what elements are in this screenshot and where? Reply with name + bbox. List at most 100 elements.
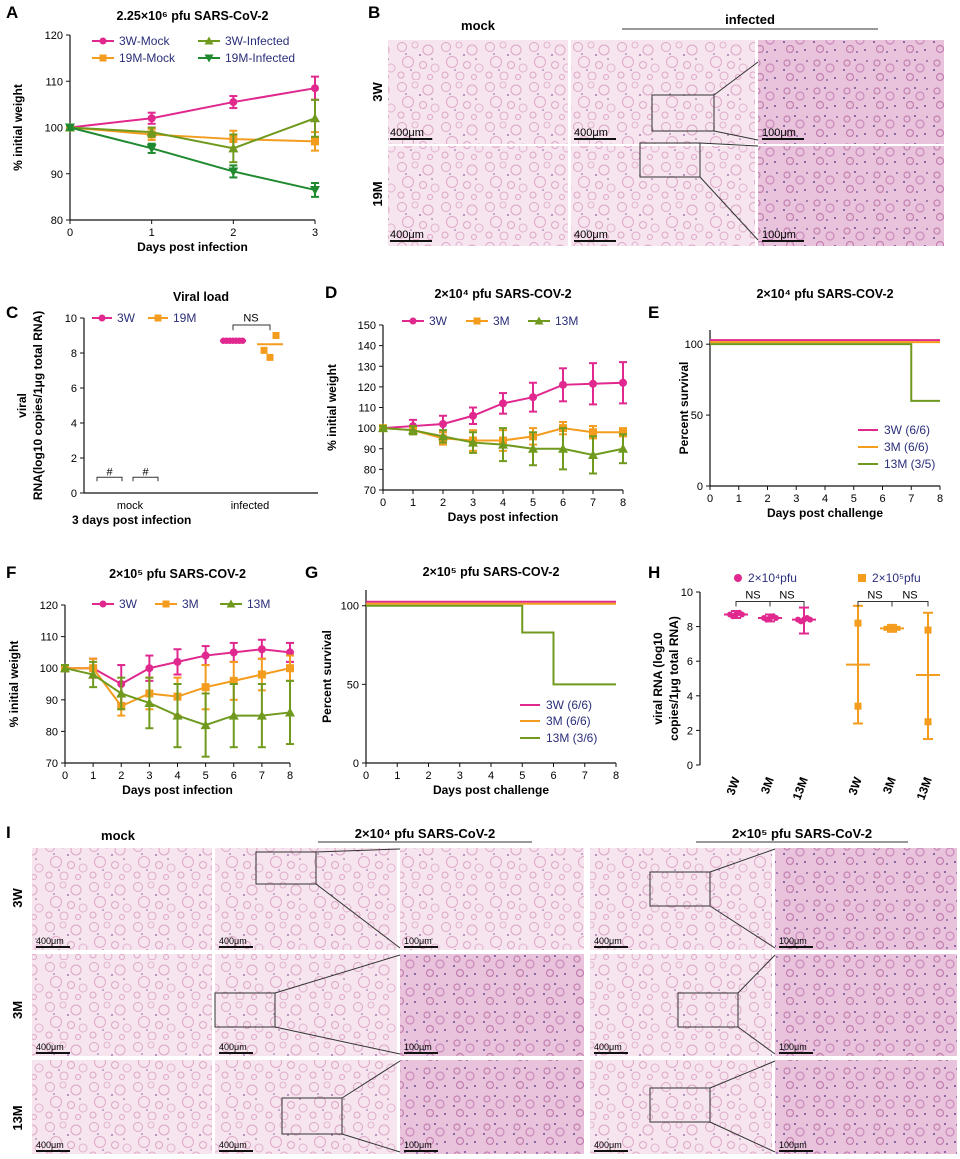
legend-label: 13M: [555, 314, 578, 328]
y-tick-label: 150: [358, 320, 376, 332]
data-point: [589, 428, 597, 437]
x-tick-label: 0: [62, 770, 68, 782]
y-axis-label: % initial weight: [11, 84, 25, 171]
legend-label: 3W-Infected: [225, 34, 289, 48]
x-tick-label: 0: [363, 770, 369, 782]
i-image-3w-dose2-zoom: [775, 848, 957, 950]
x-tick-label: 0: [707, 493, 713, 505]
i-zoom-line: [709, 1060, 776, 1089]
y-axis-label: RNA(log10 copies/1μg total RNA): [31, 311, 45, 500]
x-tick-label: 3: [457, 770, 463, 782]
x-tick-label: 4: [174, 770, 180, 782]
data-point: [173, 657, 182, 666]
y-tick-label: 0: [687, 760, 693, 772]
data-point: [272, 332, 280, 339]
data-point: [924, 626, 932, 634]
data-point: [310, 113, 320, 123]
x-tick-label: 7: [590, 497, 596, 509]
legend-label: 3W: [119, 597, 138, 611]
panel-label-b: B: [368, 3, 380, 22]
i-scale-bar: [594, 946, 628, 948]
data-point: [88, 669, 99, 679]
x-tick-label: 2: [440, 497, 446, 509]
y-tick-label: 8: [71, 348, 77, 360]
i-image-3w-dose1-zoom: [400, 848, 584, 950]
i-scale-bar: [779, 946, 813, 948]
y-axis-label: viral: [15, 393, 29, 418]
legend-marker: [98, 314, 106, 322]
b-scale-bar: [762, 240, 804, 242]
x-category-label: 3M: [758, 775, 777, 795]
nd-marker: #: [106, 466, 113, 478]
data-point: [65, 123, 75, 133]
x-tick-label: 8: [613, 770, 619, 782]
y-tick-label: 120: [358, 382, 376, 394]
i-scale-bar: [779, 1052, 813, 1054]
data-point: [558, 443, 568, 453]
y-tick-label: 90: [364, 444, 376, 456]
x-category-label: 3M: [880, 775, 899, 795]
data-point: [499, 399, 507, 408]
b-image-19m-infected-zoom: [758, 146, 944, 246]
x-tick-label: 1: [410, 497, 416, 509]
data-point: [228, 143, 239, 153]
i-row-label-3w: 3W: [10, 888, 25, 908]
data-point: [469, 411, 477, 420]
chart-title: 2×10⁴ pfu SARS-COV-2: [756, 287, 893, 301]
x-tick-label: 5: [851, 493, 857, 505]
nd-bracket: [96, 476, 123, 482]
i-row-label-13m: 13M: [10, 1105, 25, 1130]
y-tick-label: 8: [687, 622, 693, 634]
b-scale-bar: [390, 240, 432, 242]
legend-marker: [204, 54, 214, 63]
x-tick-label: 5: [530, 497, 536, 509]
i-scale-text: 100μm: [404, 1140, 432, 1150]
ns-label: NS: [902, 590, 917, 602]
x-tick-label: 2: [764, 493, 770, 505]
b-image-3w-infected: [571, 40, 755, 144]
x-axis-label: Days post challenge: [433, 783, 549, 797]
x-tick-label: 5: [203, 770, 209, 782]
legend-marker: [473, 317, 481, 325]
data-point: [589, 379, 597, 388]
i-scale-text: 400μm: [219, 1140, 247, 1150]
data-point: [144, 697, 155, 707]
x-axis-label: Days post challenge: [767, 506, 883, 520]
b-scale-text: 400μm: [574, 229, 608, 241]
ns-bracket: [735, 601, 771, 607]
survival-line: [710, 343, 940, 402]
i-zoom-line: [315, 883, 401, 949]
legend-label: 3W (6/6): [884, 423, 930, 437]
data-point: [854, 702, 862, 710]
i-scale-bar: [36, 1150, 70, 1152]
y-tick-label: 2: [687, 725, 693, 737]
x-tick-label: 3: [146, 770, 152, 782]
data-point: [260, 346, 268, 354]
x-tick-label: 3: [312, 227, 318, 239]
legend-label: 13M (3/6): [546, 731, 597, 745]
data-point: [498, 439, 508, 449]
x-tick-label: 6: [560, 497, 566, 509]
legend-label: 3M (6/6): [884, 440, 929, 454]
y-axis-label: viral RNA (log10: [651, 632, 665, 725]
y-tick-label: 90: [51, 169, 63, 181]
i-zoom-line: [709, 905, 776, 949]
i-zoom-line: [341, 1060, 401, 1099]
i-scale-text: 400μm: [219, 1042, 247, 1052]
legend-marker: [99, 37, 107, 45]
data-point: [924, 718, 932, 726]
data-point: [883, 625, 889, 631]
data-point: [201, 651, 210, 660]
data-point: [739, 611, 745, 618]
y-tick-label: 130: [358, 361, 376, 373]
i-image-13m-dose1-zoom: [400, 1060, 584, 1154]
x-tick-label: 3: [470, 497, 476, 509]
y-tick-label: 120: [40, 600, 58, 612]
i-scale-text: 400μm: [36, 1140, 64, 1150]
series-line: [69, 126, 316, 191]
survival-line: [366, 604, 616, 686]
i-scale-bar: [594, 1150, 628, 1152]
x-tick-label: 4: [500, 497, 506, 509]
y-tick-label: 70: [46, 758, 58, 770]
i-dose2-label: 2×10⁵ pfu SARS-CoV-2: [732, 826, 872, 841]
